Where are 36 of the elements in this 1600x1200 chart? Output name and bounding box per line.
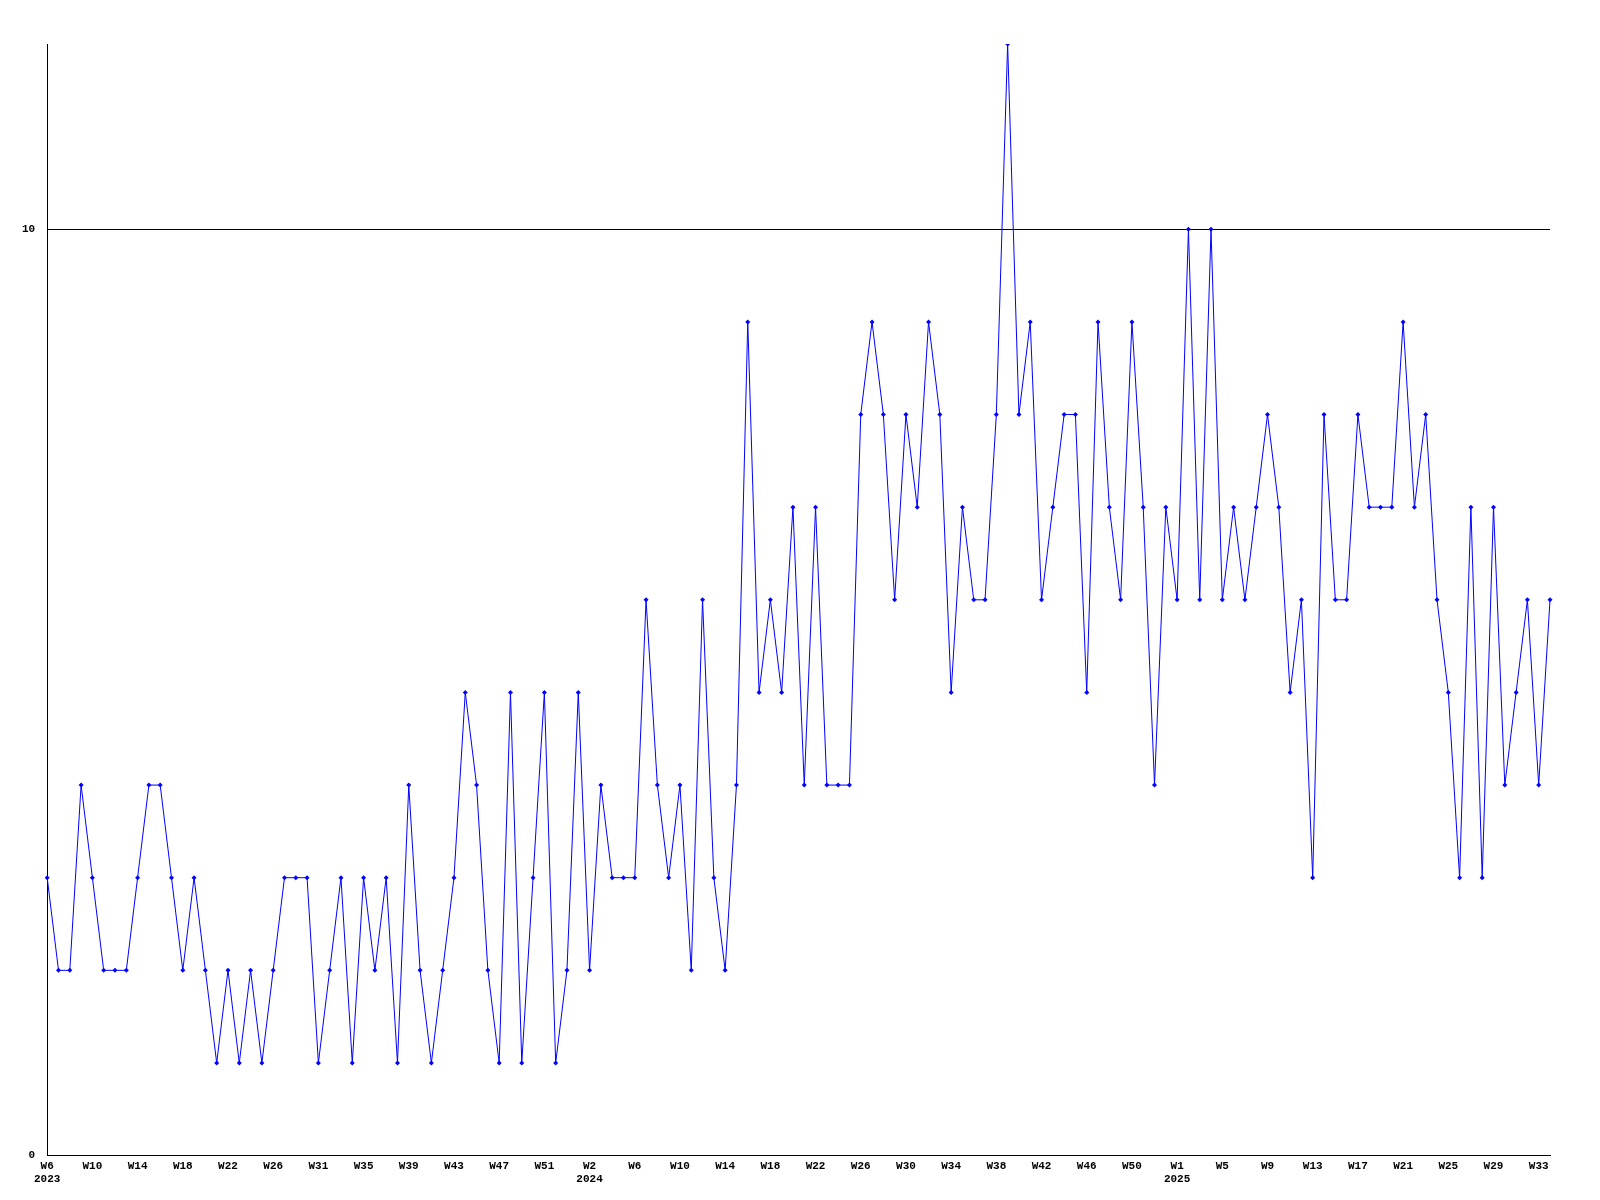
x-tick-label: W21 [1393,1159,1414,1172]
x-tick-label: W25 [1438,1159,1459,1172]
x-tick-label: W13 [1302,1159,1324,1172]
x-tick-label: W30 [896,1159,916,1172]
x-tick-label: W2 2024 [576,1159,604,1186]
x-tick-label: W6 2023 [34,1159,61,1186]
x-tick-label: W10 [82,1159,103,1172]
x-tick-label: W38 [986,1159,1007,1172]
x-tick-label: W47 [489,1159,510,1172]
x-tick-label: W51 [534,1159,555,1172]
x-tick-label: W14 [127,1159,148,1172]
x-tick-label: W5 [1215,1159,1230,1172]
x-tick-label: W29 [1483,1159,1504,1172]
y-tick-label: 10 [22,223,36,236]
x-tick-label: W10 [670,1159,690,1172]
x-tick-label: W22 [218,1159,238,1172]
y-tick-label: 0 [28,1149,36,1162]
x-tick-label: W50 [1122,1159,1142,1172]
x-tick-label: W9 [1260,1159,1275,1172]
x-tick-label: W42 [1031,1159,1052,1172]
x-tick-label: W17 [1348,1159,1368,1172]
x-tick-label: W33 [1528,1159,1549,1172]
x-tick-label: W6 [628,1159,642,1172]
x-tick-label: W26 [850,1159,871,1172]
x-tick-label: W1 2025 [1163,1159,1191,1186]
x-tick-label: W34 [941,1159,962,1172]
x-tick-label: W39 [398,1159,419,1172]
x-tick-label: W46 [1076,1159,1097,1172]
x-tick-label: W14 [715,1159,736,1172]
x-tick-label: W35 [353,1159,374,1172]
x-tick-label: W26 [263,1159,284,1172]
x-tick-label: W22 [805,1159,826,1172]
x-tick-label: W18 [172,1159,194,1172]
x-tick-label: W31 [308,1159,329,1172]
x-tick-label: W43 [444,1159,465,1172]
x-tick-label: W18 [760,1159,781,1172]
